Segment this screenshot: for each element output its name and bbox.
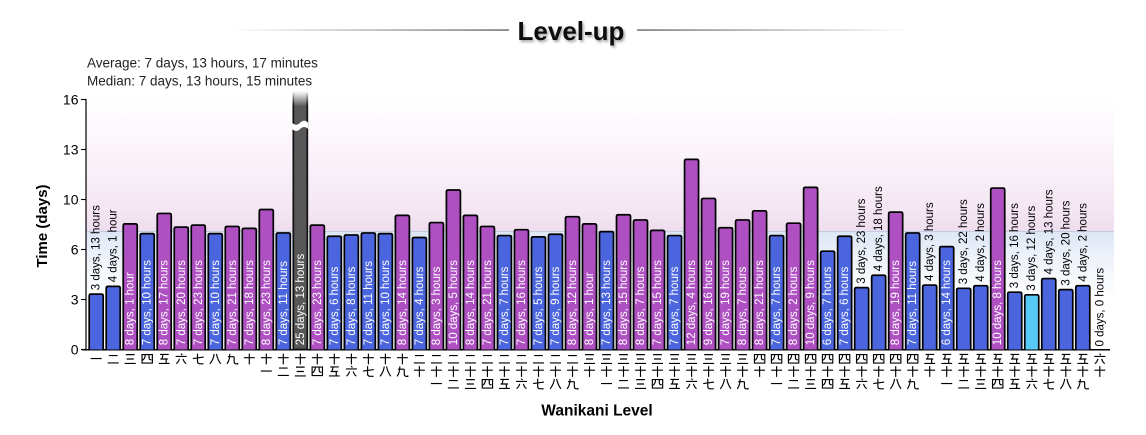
svg-text:8 days, 19 hours: 8 days, 19 hours [890,260,902,345]
svg-text:7 days, 21 hours: 7 days, 21 hours [482,260,494,345]
svg-text:7 days, 11 hours: 7 days, 11 hours [363,261,375,345]
svg-text:4 days, 13 hours: 4 days, 13 hours [1043,189,1055,274]
svg-text:8 days, 17 hours: 8 days, 17 hours [159,260,171,345]
svg-text:7 days, 16 hours: 7 days, 16 hours [516,260,528,345]
svg-text:4 days, 1 hour: 4 days, 1 hour [108,209,120,282]
svg-text:7 days, 15 hours: 7 days, 15 hours [652,260,664,345]
svg-text:8 days, 15 hours: 8 days, 15 hours [618,260,630,345]
svg-text:0 days, 0 hours: 0 days, 0 hours [1094,268,1106,347]
svg-text:10 days, 8 hours: 10 days, 8 hours [992,260,1004,345]
svg-text:3 days, 22 hours: 3 days, 22 hours [958,199,970,284]
svg-text:Time (days): Time (days) [34,184,51,267]
svg-text:4 days, 2 hours: 4 days, 2 hours [1077,203,1089,282]
svg-text:3 days, 23 hours: 3 days, 23 hours [856,198,868,283]
svg-text:3 days, 12 hours: 3 days, 12 hours [1026,206,1038,291]
svg-text:7 days, 9 hours: 7 days, 9 hours [550,266,562,345]
svg-text:8 days, 2 hours: 8 days, 2 hours [788,266,800,345]
svg-text:7 days, 7 hours: 7 days, 7 hours [669,266,681,345]
svg-text:8 days, 14 hours: 8 days, 14 hours [397,260,409,345]
svg-text:Median: 7 days, 13 hours, 15 m: Median: 7 days, 13 hours, 15 minutes [87,74,312,89]
svg-text:7 days, 10 hours: 7 days, 10 hours [142,260,154,345]
svg-text:3 days, 20 hours: 3 days, 20 hours [1060,200,1072,285]
svg-text:7 days, 23 hours: 7 days, 23 hours [193,260,205,345]
svg-text:8 days, 3 hours: 8 days, 3 hours [431,266,443,345]
svg-text:Wanikani Level: Wanikani Level [541,403,652,420]
svg-text:12 days, 4 hours: 12 days, 4 hours [686,260,698,345]
svg-text:7 days, 10 hours: 7 days, 10 hours [380,260,392,345]
svg-text:6 days, 7 hours: 6 days, 7 hours [822,266,834,345]
svg-text:3 days, 16 hours: 3 days, 16 hours [1009,203,1021,288]
svg-text:8 days, 14 hours: 8 days, 14 hours [465,260,477,345]
svg-text:4 days, 3 hours: 4 days, 3 hours [924,202,936,281]
svg-text:7 days, 20 hours: 7 days, 20 hours [176,260,188,345]
svg-text:8 days, 1 hour: 8 days, 1 hour [125,272,137,345]
svg-text:3: 3 [71,291,79,307]
svg-text:8 days, 1 hour: 8 days, 1 hour [584,272,596,345]
svg-text:4 days, 2 hours: 4 days, 2 hours [975,203,987,282]
svg-text:8 days, 21 hours: 8 days, 21 hours [754,260,766,345]
svg-text:4 days, 18 hours: 4 days, 18 hours [873,186,885,271]
svg-text:7 days, 7 hours: 7 days, 7 hours [771,266,783,345]
svg-text:16: 16 [63,91,79,107]
svg-text:7 days, 21 hours: 7 days, 21 hours [227,260,239,345]
svg-text:6: 6 [71,241,79,257]
svg-text:8 days, 23 hours: 8 days, 23 hours [261,260,273,345]
svg-text:7 days, 10 hours: 7 days, 10 hours [210,260,222,345]
svg-text:7 days, 11 hours: 7 days, 11 hours [907,261,919,345]
svg-text:8 days, 12 hours: 8 days, 12 hours [567,260,579,345]
svg-text:6 days, 14 hours: 6 days, 14 hours [941,260,953,345]
svg-text:Average: 7 days, 13 hours, 17: Average: 7 days, 13 hours, 17 minutes [87,56,318,71]
svg-text:25 days, 13 hours: 25 days, 13 hours [295,254,307,346]
svg-text:7 days, 4 hours: 7 days, 4 hours [414,266,426,345]
svg-text:13: 13 [63,141,79,157]
svg-text:7 days, 8 hours: 7 days, 8 hours [346,266,358,345]
svg-text:7 days, 13 hours: 7 days, 13 hours [601,260,613,345]
svg-text:7 days, 11 hours: 7 days, 11 hours [278,261,290,345]
svg-text:8 days, 7 hours: 8 days, 7 hours [737,266,749,345]
svg-text:3 days, 13 hours: 3 days, 13 hours [91,205,103,290]
svg-text:7 days, 6 hours: 7 days, 6 hours [839,266,851,345]
svg-text:7 days, 18 hours: 7 days, 18 hours [244,260,256,345]
svg-text:10 days, 5 hours: 10 days, 5 hours [448,260,460,345]
svg-text:7 days, 19 hours: 7 days, 19 hours [720,260,732,345]
svg-text:Level-up: Level-up [518,16,625,46]
svg-text:0: 0 [71,341,79,357]
svg-text:7 days, 23 hours: 7 days, 23 hours [312,260,324,345]
svg-text:7 days, 7 hours: 7 days, 7 hours [499,266,511,345]
svg-text:8 days, 7 hours: 8 days, 7 hours [635,266,647,345]
svg-text:9 days, 16 hours: 9 days, 16 hours [703,260,715,345]
svg-text:7 days, 5 hours: 7 days, 5 hours [533,266,545,345]
svg-text:10: 10 [63,191,79,207]
svg-text:10 days, 9 hours: 10 days, 9 hours [805,260,817,345]
svg-text:7 days, 6 hours: 7 days, 6 hours [329,266,341,345]
